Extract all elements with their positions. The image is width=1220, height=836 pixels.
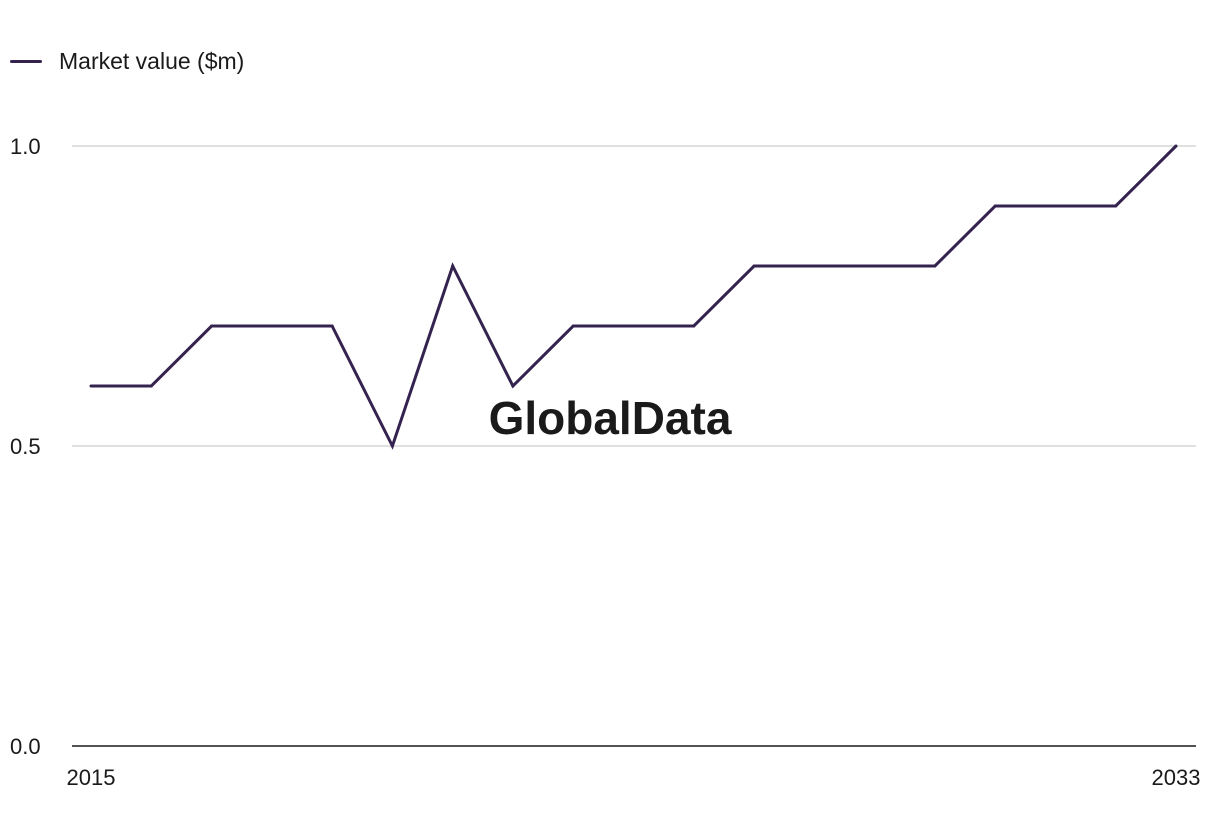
x-axis-ticks: 2015 2033 <box>67 765 1201 790</box>
data-point <box>89 384 93 388</box>
y-tick-label: 0.5 <box>10 434 41 459</box>
y-axis-ticks: 0.0 0.5 1.0 <box>10 134 41 759</box>
data-point <box>632 324 635 328</box>
data-point <box>1174 144 1178 148</box>
data-point <box>752 264 756 268</box>
data-point <box>933 264 937 268</box>
watermark-text: GlobalData <box>489 392 732 444</box>
data-point <box>390 444 394 448</box>
data-point <box>1114 204 1118 208</box>
data-point <box>692 324 696 328</box>
data-point <box>451 264 455 268</box>
chart-legend: Market value ($m) <box>10 46 244 76</box>
data-point <box>1053 204 1057 208</box>
legend-label: Market value ($m) <box>59 47 245 74</box>
x-tick-label: 2015 <box>67 765 116 790</box>
series-points <box>89 144 1178 448</box>
x-tick-label: 2033 <box>1152 765 1201 790</box>
y-tick-label: 0.0 <box>10 734 41 759</box>
data-point <box>330 324 334 328</box>
data-point <box>511 384 515 388</box>
legend-swatch <box>10 59 42 63</box>
data-point <box>873 264 877 268</box>
data-point <box>571 324 575 328</box>
data-point <box>149 384 153 388</box>
y-tick-label: 1.0 <box>10 134 41 159</box>
data-point <box>270 324 274 328</box>
data-point <box>812 264 816 268</box>
data-point <box>993 204 997 208</box>
data-point <box>210 324 214 328</box>
gridlines <box>72 145 1196 447</box>
